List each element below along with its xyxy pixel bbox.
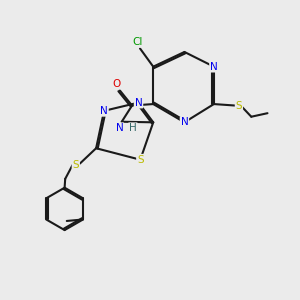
Text: S: S xyxy=(236,100,242,110)
Text: N: N xyxy=(100,106,108,116)
Text: S: S xyxy=(137,155,144,165)
Text: N: N xyxy=(210,62,218,72)
Text: N: N xyxy=(181,117,188,127)
Text: N: N xyxy=(116,123,123,133)
Text: S: S xyxy=(73,160,79,170)
Text: N: N xyxy=(135,98,142,108)
Text: O: O xyxy=(112,79,120,89)
Text: Cl: Cl xyxy=(132,37,143,47)
Text: H: H xyxy=(129,123,137,133)
